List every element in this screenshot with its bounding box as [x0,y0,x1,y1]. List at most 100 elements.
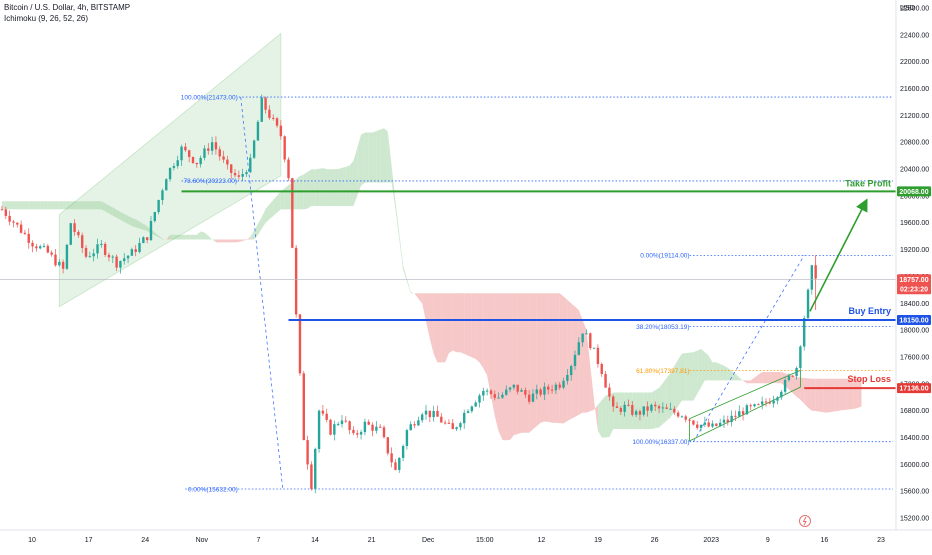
candle-body[interactable] [222,156,225,160]
candle-body[interactable] [760,401,764,405]
candle-body[interactable] [585,333,588,335]
candle-body[interactable] [291,178,294,248]
candle-body[interactable] [405,430,409,446]
candle-body[interactable] [325,413,328,420]
candle-body[interactable] [669,408,672,410]
candle-body[interactable] [596,347,600,364]
candle-body[interactable] [367,421,370,425]
candle-body[interactable] [470,406,474,412]
candle-body[interactable] [676,412,680,417]
candle-body[interactable] [718,422,722,426]
candle-body[interactable] [77,231,80,236]
candle-body[interactable] [46,245,50,253]
candle-body[interactable] [531,393,535,402]
candle-body[interactable] [745,405,749,415]
candle-body[interactable] [573,354,577,367]
candle-body[interactable] [783,380,787,392]
candle-body[interactable] [466,411,470,413]
candle-body[interactable] [207,148,210,151]
candle-body[interactable] [535,389,538,394]
candle-body[interactable] [168,167,172,180]
candle-body[interactable] [84,247,88,257]
candle-body[interactable] [103,243,107,255]
candle-body[interactable] [703,422,707,425]
candle-body[interactable] [757,404,760,406]
candle-body[interactable] [260,97,263,122]
projection-arrow[interactable] [809,198,868,312]
candle-body[interactable] [161,190,164,201]
candle-body[interactable] [520,390,523,392]
candle-body[interactable] [306,440,309,465]
candle-body[interactable] [650,404,653,411]
candle-body[interactable] [275,118,279,126]
candle-body[interactable] [73,223,76,232]
candle-body[interactable] [61,261,65,269]
candle-body[interactable] [100,243,103,245]
candle-body[interactable] [661,407,665,409]
candle-body[interactable] [317,410,321,449]
candle-body[interactable] [424,410,428,415]
candle-body[interactable] [791,375,794,377]
candle-body[interactable] [569,366,573,376]
candle-body[interactable] [203,148,206,158]
candle-body[interactable] [699,424,703,428]
candle-body[interactable] [401,445,405,458]
candle-body[interactable] [336,423,340,425]
candle-body[interactable] [478,395,481,403]
candle-body[interactable] [493,394,496,398]
candle-body[interactable] [417,420,420,426]
indicator-legend[interactable]: Ichimoku (9, 26, 52, 26) [4,14,89,23]
candle-body[interactable] [249,157,252,173]
candle-body[interactable] [27,233,30,243]
candle-body[interactable] [443,422,447,424]
candle-body[interactable] [730,415,733,423]
candle-body[interactable] [107,254,111,258]
candle-body[interactable] [455,427,458,430]
candle-body[interactable] [81,235,84,248]
candle-body[interactable] [256,121,260,141]
candle-body[interactable] [153,212,156,221]
candle-body[interactable] [54,254,57,266]
candle-body[interactable] [184,146,187,151]
candle-body[interactable] [199,157,202,165]
candle-body[interactable] [294,247,298,315]
candle-body[interactable] [512,384,516,388]
candle-body[interactable] [707,422,710,427]
candle-body[interactable] [119,261,122,268]
candle-body[interactable] [524,390,527,395]
candle-body[interactable] [378,426,382,428]
candle-body[interactable] [58,261,61,266]
candle-body[interactable] [615,406,619,408]
candle-body[interactable] [279,125,283,137]
candle-body[interactable] [321,410,325,414]
candle-body[interactable] [459,423,462,428]
candle-body[interactable] [409,424,412,431]
candle-body[interactable] [0,209,4,211]
candle-body[interactable] [123,258,126,262]
candle-body[interactable] [688,419,691,421]
candle-body[interactable] [768,402,772,404]
candle-body[interactable] [485,390,489,392]
candle-body[interactable] [711,423,714,427]
candle-body[interactable] [501,394,504,398]
candle-body[interactable] [550,389,554,391]
candle-body[interactable] [554,384,558,391]
candle-body[interactable] [69,223,72,245]
replay-icon[interactable] [799,515,811,527]
candle-body[interactable] [566,375,569,381]
candle-body[interactable] [218,149,221,157]
candle-body[interactable] [352,429,355,434]
candle-body[interactable] [642,406,645,415]
candle-body[interactable] [776,397,779,401]
candle-body[interactable] [787,375,791,381]
candle-body[interactable] [398,457,401,470]
candle-body[interactable] [210,142,214,151]
candle-body[interactable] [157,200,160,213]
candle-body[interactable] [474,402,477,407]
candle-body[interactable] [692,420,695,425]
candle-body[interactable] [233,172,237,176]
candle-body[interactable] [619,407,623,412]
candle-body[interactable] [333,424,336,435]
candle-body[interactable] [581,333,584,343]
candle-body[interactable] [386,437,390,454]
